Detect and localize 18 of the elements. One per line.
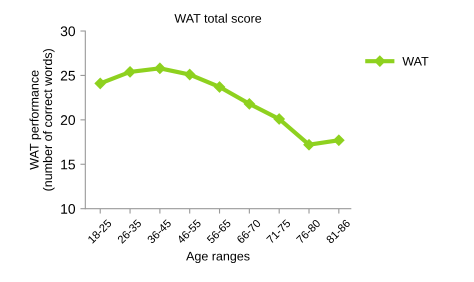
y-tick-label: 20 [60, 115, 76, 126]
point [124, 66, 136, 78]
point [333, 134, 344, 146]
point [274, 113, 285, 125]
x-axis-title: Age ranges [186, 252, 250, 264]
y-tick-label: 15 [61, 160, 76, 170]
chart-title: WAT total score [174, 14, 262, 23]
y-tick-label: 30 [60, 26, 76, 36]
y-axis-title: WAT performance (number of correct words) [29, 49, 55, 191]
point [94, 78, 106, 90]
point [303, 139, 315, 150]
point [214, 81, 226, 93]
y-tick-label: 10 [61, 204, 76, 214]
point [244, 98, 255, 110]
legend-label: WAT [402, 56, 428, 66]
point [184, 68, 196, 80]
point [154, 62, 166, 74]
y-tick-label: 25 [60, 70, 76, 81]
